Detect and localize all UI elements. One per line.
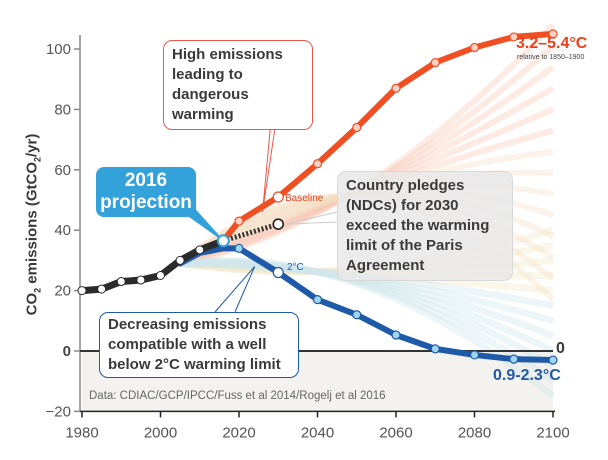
high-emissions-annotation: High emissions leading to dangerous warm… <box>163 40 313 130</box>
high-range-label: 3.2–5.4°C <box>516 35 588 52</box>
historical-point <box>97 284 107 294</box>
fan-line <box>179 257 555 385</box>
high-emissions-pointer <box>262 105 279 213</box>
two-degree-point <box>391 330 401 340</box>
data-source: Data: CDIAC/GCP/IPCC/Fuss et al 2014/Rog… <box>89 390 386 402</box>
decreasing-emissions-annotation: Decreasing emissions compatible with a w… <box>99 312 299 378</box>
x-tick-label: 1980 <box>65 424 98 441</box>
y-tick-label: 100 <box>46 41 71 58</box>
projection-badge: 2016 projection <box>96 167 196 217</box>
historical-point <box>175 255 185 265</box>
two-degree-point <box>430 344 440 354</box>
decreasing-pointer <box>214 266 256 313</box>
x-tick-label: 2080 <box>458 424 491 441</box>
x-tick-label: 2040 <box>301 424 334 441</box>
historical-point <box>116 277 126 287</box>
baseline-point <box>430 57 440 68</box>
two-degree-point <box>509 354 519 364</box>
baseline-point <box>391 83 401 93</box>
fan-line <box>179 258 555 370</box>
projection-year: 2016 <box>124 170 168 191</box>
historical-point <box>136 275 146 285</box>
y-axis-label: CO2 emissions (GtCO2/yr) <box>23 133 43 316</box>
two-degree-label: 2°C <box>287 262 304 273</box>
series-line-2c <box>177 245 556 364</box>
two-degree-point <box>312 295 323 305</box>
projection-word: projection <box>100 192 192 213</box>
series-points <box>77 29 558 365</box>
high-range-note: relative to 1850–1900 <box>517 54 585 61</box>
historical-point <box>77 286 87 296</box>
ndc-pointer <box>286 211 338 225</box>
two-degree-point <box>272 266 284 279</box>
baseline-point <box>272 191 284 203</box>
y-tick-label: 80 <box>54 101 71 118</box>
low-range-label: 0.9-2.3°C <box>493 367 561 384</box>
y-tick-label: −20 <box>46 403 71 420</box>
y-tick-label: 40 <box>54 222 71 239</box>
baseline-label: Baseline <box>285 193 324 204</box>
x-tick-label: 2020 <box>222 424 255 441</box>
two-degree-point <box>234 243 244 253</box>
y-tick-label: 20 <box>54 283 71 300</box>
x-tick-label: 2000 <box>144 424 177 441</box>
baseline-point <box>548 29 558 39</box>
baseline-point <box>312 159 323 169</box>
zero-line-label: 0 <box>556 340 565 357</box>
two-degree-point <box>469 350 480 360</box>
ndc-2030-point <box>272 218 285 230</box>
x-tick-label: 2060 <box>379 424 412 441</box>
baseline-point <box>352 122 362 133</box>
historical-point <box>156 271 165 280</box>
x-tick-label: 2100 <box>536 424 569 441</box>
historical-point <box>195 245 205 255</box>
series-line-ndcs <box>222 221 279 244</box>
y-tick-label: 0 <box>63 343 71 360</box>
y-tick-label: 60 <box>54 162 71 179</box>
baseline-point <box>234 216 244 226</box>
projection-2016-point <box>216 234 230 248</box>
ndc-annotation: Country pledges (NDCs) for 2030 exceed t… <box>337 171 513 281</box>
baseline-point <box>509 32 519 42</box>
baseline-point <box>469 42 480 53</box>
two-degree-point <box>352 310 362 320</box>
two-degree-point <box>548 355 558 365</box>
